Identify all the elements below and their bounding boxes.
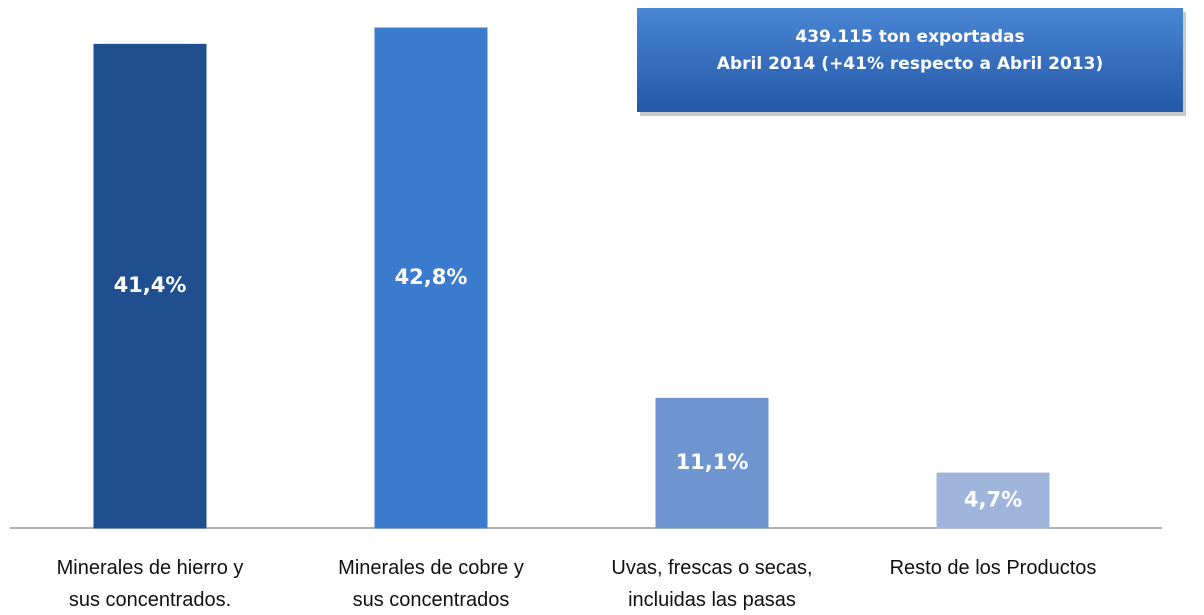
value-label: 11,1%	[676, 450, 749, 474]
value-label: 4,7%	[964, 488, 1022, 512]
x-tick-label: Minerales de hierro y sus concentrados.	[56, 557, 244, 611]
bar	[93, 43, 207, 529]
annotation-line: 439.115 ton exportadas	[795, 27, 1024, 47]
value-label: 41,4%	[114, 273, 187, 297]
x-tick-label: Uvas, frescas o secas, incluidas las pas…	[611, 557, 813, 611]
x-tick-label: Resto de los Productos	[889, 557, 1097, 579]
value-label: 42,8%	[395, 265, 468, 289]
bar	[655, 397, 769, 529]
annotation-box	[637, 8, 1183, 112]
bar	[374, 27, 488, 529]
x-tick-label: Minerales de cobre y sus concentrados	[338, 557, 524, 611]
annotation-line: Abril 2014 (+41% respecto a Abril 2013)	[717, 54, 1103, 74]
bar	[936, 472, 1050, 529]
